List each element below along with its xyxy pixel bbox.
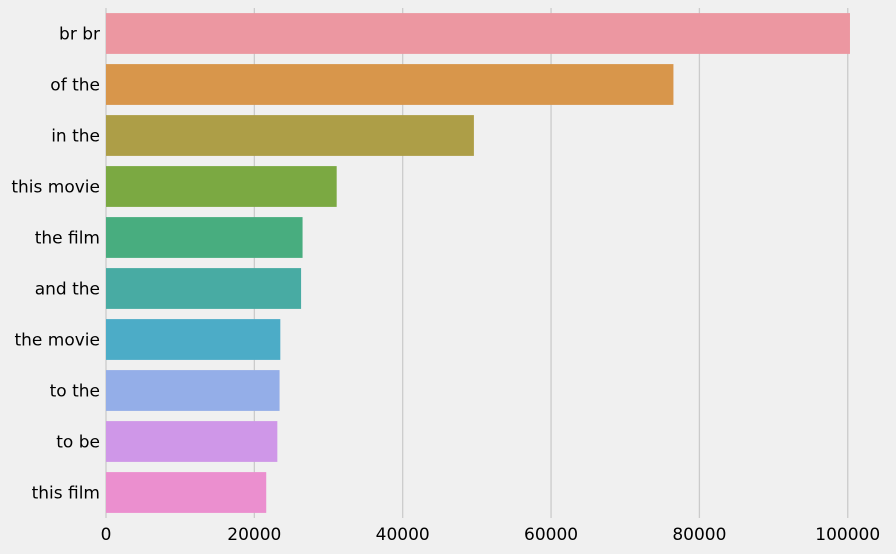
bar: [106, 370, 280, 411]
x-tick-label: 20000: [227, 525, 281, 545]
y-tick-label: in the: [51, 127, 100, 147]
y-tick-label: this movie: [11, 178, 100, 198]
y-tick-label: and the: [35, 280, 100, 300]
bar: [106, 115, 474, 156]
y-tick-label: the film: [35, 229, 100, 249]
x-tick-label: 40000: [376, 525, 430, 545]
y-tick-label: to the: [50, 382, 100, 402]
y-tick-label: to be: [56, 433, 100, 453]
y-tick-label: this film: [32, 484, 100, 504]
y-tick-label: the movie: [14, 331, 100, 351]
bar: [106, 217, 303, 258]
bar: [106, 13, 850, 54]
x-axis-tick-labels: 0 20000 40000 60000 80000 100000: [101, 525, 881, 545]
bar: [106, 472, 267, 513]
bar: [106, 166, 337, 207]
x-tick-label: 0: [101, 525, 112, 545]
x-tick-label: 60000: [524, 525, 578, 545]
x-tick-label: 100000: [815, 525, 880, 545]
bars: [106, 13, 850, 513]
bar: [106, 268, 302, 309]
bar: [106, 64, 674, 105]
y-tick-label: br br: [59, 25, 100, 45]
bar: [106, 319, 281, 360]
y-axis-tick-labels: br br of the in the this movie the film and t…: [11, 25, 100, 504]
x-tick-label: 80000: [672, 525, 726, 545]
bar: [106, 421, 278, 462]
y-tick-label: of the: [50, 76, 100, 96]
